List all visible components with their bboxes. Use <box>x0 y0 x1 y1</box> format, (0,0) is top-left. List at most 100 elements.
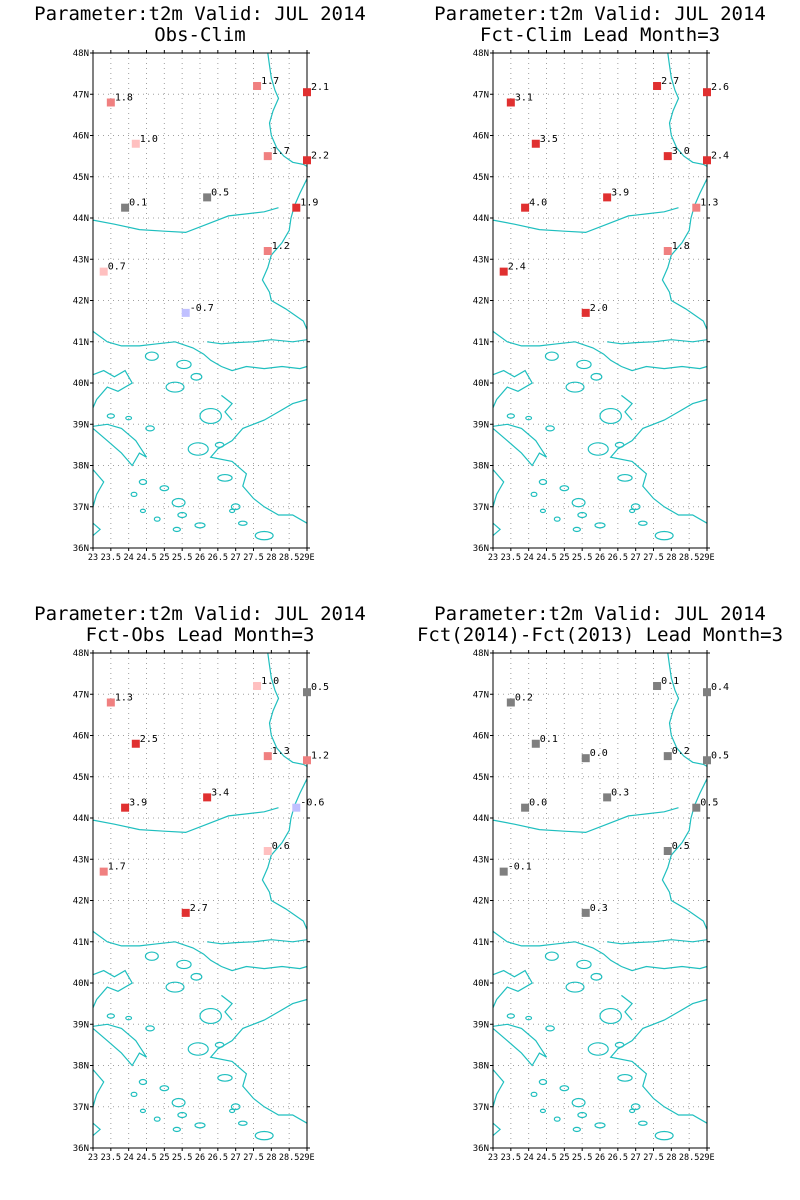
island <box>165 981 185 993</box>
coast-path <box>209 398 308 524</box>
x-tick-label: 28 <box>666 1153 676 1163</box>
y-tick-label: 40N <box>473 979 489 989</box>
station-marker <box>663 152 672 161</box>
coastline <box>492 652 708 1141</box>
panel-title-line1: Parameter:t2m Valid: JUL 2014 <box>34 603 366 625</box>
station-marker <box>263 847 272 855</box>
coast-path <box>92 423 148 467</box>
station-markers: 0.2 0.1 0.0 -0.1 0.3 0.0 0.3 0.1 0.2 0.5 0.5 0.4 0.5 <box>499 676 729 917</box>
island <box>254 530 274 541</box>
island <box>214 441 225 448</box>
y-tick-label: 43N <box>473 255 489 265</box>
x-tick-label: 27 <box>231 553 241 563</box>
station-value-label: 3.9 <box>611 187 629 198</box>
island <box>139 508 147 514</box>
island <box>587 1042 609 1056</box>
island <box>194 522 206 529</box>
island <box>217 473 233 482</box>
y-tick-label: 36N <box>73 544 89 554</box>
y-tick-label: 41N <box>473 938 489 948</box>
x-tick-label: 28 <box>266 1153 276 1163</box>
island <box>544 951 559 961</box>
x-tick-label: 29E <box>699 553 714 563</box>
y-tick-label: 46N <box>473 732 489 742</box>
island <box>587 442 609 456</box>
island <box>629 1108 636 1114</box>
island <box>106 413 116 419</box>
x-tick-label: 29E <box>299 1153 314 1163</box>
island <box>138 1078 148 1086</box>
island <box>159 485 170 492</box>
station-value-label: 1.7 <box>261 76 279 87</box>
island <box>190 972 203 981</box>
station-value-label: 0.4 <box>711 682 729 693</box>
coast-path <box>667 652 708 767</box>
coast-path <box>207 339 308 345</box>
station-value-label: 0.0 <box>590 748 608 759</box>
y-tick-label: 45N <box>473 173 489 183</box>
station-markers: 3.1 3.5 4.0 2.4 2.0 3.9 2.7 3.0 1.8 1.3 2.6 2.4 <box>499 76 729 317</box>
y-tick-label: 36N <box>73 1144 89 1154</box>
x-tick-label: 27 <box>631 1153 641 1163</box>
station-marker <box>303 756 311 765</box>
station-marker <box>253 82 262 90</box>
y-tick-label: 37N <box>473 503 489 513</box>
station-marker <box>703 156 711 165</box>
map-canvas: 36N 37N 38N 39N 40N 41N 42N 43N 44N 45N 46N 47N 48N 2… <box>473 649 729 1163</box>
island <box>572 1126 581 1133</box>
station-marker <box>203 193 212 202</box>
island <box>617 473 633 482</box>
x-tick-label: 25.5 <box>572 553 592 563</box>
island <box>145 425 155 432</box>
island <box>153 1116 161 1122</box>
y-tick-label: 39N <box>73 420 89 430</box>
station-marker <box>603 193 612 202</box>
station-marker <box>106 98 115 107</box>
station-value-label: 1.2 <box>272 241 290 252</box>
x-tick-label: 23 <box>88 1153 98 1163</box>
coast-path <box>207 939 308 945</box>
x-tick-label: 25 <box>559 1153 569 1163</box>
island <box>545 425 555 432</box>
x-tick-label: 25 <box>159 1153 169 1163</box>
island <box>125 415 133 421</box>
y-tick-label: 39N <box>73 1020 89 1030</box>
station-value-label: 2.1 <box>311 82 329 93</box>
station-marker <box>292 203 301 212</box>
station-value-label: 4.0 <box>529 198 547 209</box>
y-tick-label: 48N <box>473 49 489 59</box>
x-tick-label: 28.5 <box>279 1153 299 1163</box>
station-value-label: 1.2 <box>311 750 329 761</box>
island <box>629 508 636 514</box>
y-tick-label: 44N <box>473 814 489 824</box>
island <box>254 1130 274 1141</box>
island <box>572 526 581 533</box>
island <box>539 508 547 514</box>
y-tick-label: 45N <box>73 173 89 183</box>
panel-title-line2: Fct-Obs Lead Month=3 <box>85 624 315 646</box>
station-value-label: 0.5 <box>700 798 718 809</box>
station-value-label: -0.1 <box>508 862 532 873</box>
axes: 36N 37N 38N 39N 40N 41N 42N 43N 44N 45N 46N 47N 48N 2… <box>473 649 715 1163</box>
island <box>599 407 622 425</box>
station-marker <box>99 867 108 876</box>
x-tick-label: 26 <box>595 553 605 563</box>
island <box>530 491 538 498</box>
y-tick-label: 45N <box>73 773 89 783</box>
coast-path <box>209 998 308 1124</box>
map-canvas: 36N 37N 38N 39N 40N 41N 42N 43N 44N 45N 46N 47N 48N 2… <box>73 649 329 1163</box>
island <box>576 359 592 370</box>
coast-path <box>492 930 708 972</box>
x-tick-label: 26.5 <box>208 553 228 563</box>
station-value-label: 2.4 <box>508 262 526 273</box>
x-tick-label: 24.5 <box>136 553 156 563</box>
island <box>176 959 192 970</box>
panel-title-line1: Parameter:t2m Valid: JUL 2014 <box>34 3 366 25</box>
coast-path <box>492 969 534 1009</box>
island <box>525 1015 533 1021</box>
station-value-label: 1.8 <box>672 241 690 252</box>
coast-path <box>92 807 279 834</box>
y-tick-label: 40N <box>73 979 89 989</box>
station-marker <box>603 793 612 802</box>
grid <box>493 653 707 1148</box>
